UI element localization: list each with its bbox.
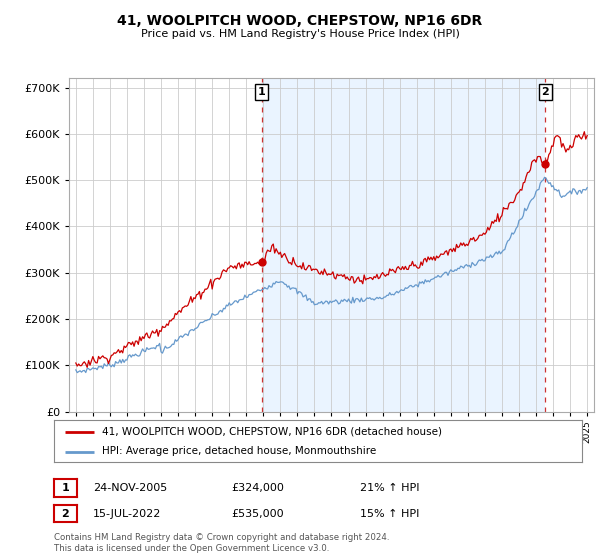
Text: HPI: Average price, detached house, Monmouthshire: HPI: Average price, detached house, Monm… bbox=[101, 446, 376, 456]
Text: £324,000: £324,000 bbox=[231, 483, 284, 493]
Bar bbox=[262, 78, 545, 412]
Text: 15% ↑ HPI: 15% ↑ HPI bbox=[360, 508, 419, 519]
Text: 15-JUL-2022: 15-JUL-2022 bbox=[93, 508, 161, 519]
Text: 2: 2 bbox=[62, 508, 69, 519]
Text: Contains HM Land Registry data © Crown copyright and database right 2024.
This d: Contains HM Land Registry data © Crown c… bbox=[54, 533, 389, 553]
Text: 21% ↑ HPI: 21% ↑ HPI bbox=[360, 483, 419, 493]
Text: 41, WOOLPITCH WOOD, CHEPSTOW, NP16 6DR (detached house): 41, WOOLPITCH WOOD, CHEPSTOW, NP16 6DR (… bbox=[101, 427, 442, 437]
Text: 1: 1 bbox=[62, 483, 69, 493]
Text: £535,000: £535,000 bbox=[231, 508, 284, 519]
Text: 24-NOV-2005: 24-NOV-2005 bbox=[93, 483, 167, 493]
Text: 41, WOOLPITCH WOOD, CHEPSTOW, NP16 6DR: 41, WOOLPITCH WOOD, CHEPSTOW, NP16 6DR bbox=[118, 14, 482, 28]
Text: Price paid vs. HM Land Registry's House Price Index (HPI): Price paid vs. HM Land Registry's House … bbox=[140, 29, 460, 39]
Text: 1: 1 bbox=[258, 87, 265, 97]
Text: 2: 2 bbox=[541, 87, 549, 97]
